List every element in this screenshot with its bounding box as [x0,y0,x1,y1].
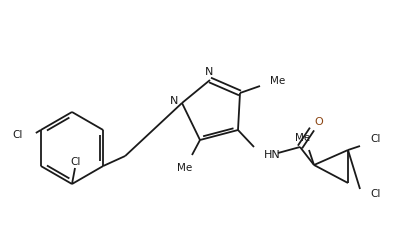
Text: O: O [315,117,323,127]
Text: N: N [205,67,213,77]
Text: Cl: Cl [370,189,380,199]
Text: Me: Me [270,76,285,86]
Text: N: N [170,96,178,106]
Text: Me: Me [295,133,310,143]
Text: Cl: Cl [71,157,81,167]
Text: Cl: Cl [370,134,380,144]
Text: Me: Me [178,163,193,173]
Text: HN: HN [264,150,281,160]
Text: Cl: Cl [12,130,23,140]
